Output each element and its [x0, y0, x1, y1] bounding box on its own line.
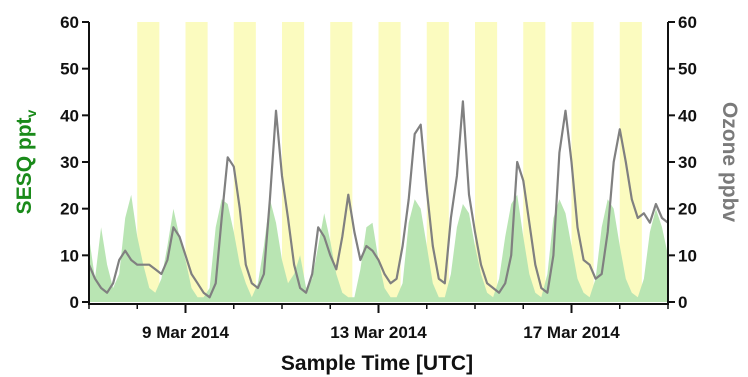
right-y-tick-label: 0: [678, 293, 687, 312]
left-y-axis: 0 10 20 30 40 50 60: [60, 13, 89, 312]
left-y-tick-label: 20: [60, 200, 79, 219]
left-y-tick-label: 10: [60, 246, 79, 265]
left-y-tick-label: 40: [60, 106, 79, 125]
right-y-axis-label: Ozone ppbv: [718, 102, 741, 222]
right-y-tick-label: 60: [678, 13, 697, 32]
sesq-area-series: [89, 194, 668, 302]
left-y-axis-label-sub: v: [23, 109, 39, 117]
daytime-band: [571, 22, 594, 302]
left-y-tick-label: 0: [70, 293, 79, 312]
left-y-axis-label: SESQ pptv: [13, 109, 39, 214]
right-y-tick-label: 30: [678, 153, 697, 172]
daytime-band: [619, 22, 642, 302]
right-y-tick-label: 20: [678, 200, 697, 219]
x-tick-label: 17 Mar 2014: [523, 323, 620, 342]
right-y-tick-label: 40: [678, 106, 697, 125]
daytime-band: [426, 22, 449, 302]
left-y-tick-label: 50: [60, 60, 79, 79]
left-y-tick-label: 60: [60, 13, 79, 32]
x-tick-label: 9 Mar 2014: [142, 323, 229, 342]
x-tick-label: 13 Mar 2014: [330, 323, 427, 342]
daytime-band: [378, 22, 401, 302]
daytime-band: [523, 22, 546, 302]
daytime-band: [475, 22, 498, 302]
x-axis: 9 Mar 2014 13 Mar 2014 17 Mar 2014: [88, 304, 669, 342]
daytime-band: [233, 22, 256, 302]
daytime-band: [282, 22, 305, 302]
left-y-tick-label: 30: [60, 153, 79, 172]
x-axis-label: Sample Time [UTC]: [281, 352, 473, 375]
daytime-band: [185, 22, 208, 302]
daytime-band: [137, 22, 160, 302]
ozone-line-series: [87, 100, 669, 299]
left-y-axis-label-main: SESQ ppt: [13, 117, 36, 214]
right-y-axis: 0 10 20 30 40 50 60: [668, 13, 697, 312]
daytime-band: [330, 22, 353, 302]
right-y-tick-label: 10: [678, 246, 697, 265]
right-y-tick-label: 50: [678, 60, 697, 79]
